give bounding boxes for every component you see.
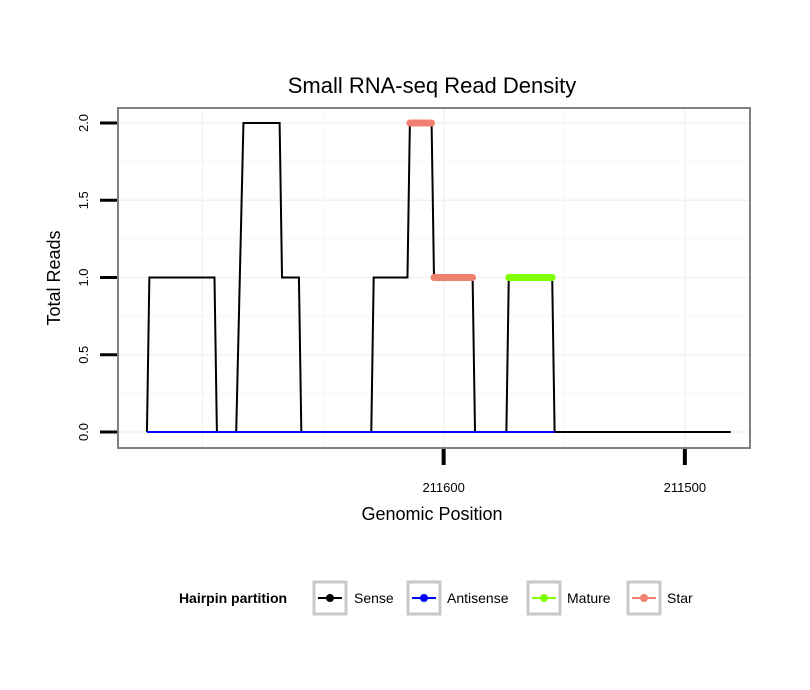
x-tick-label: 211600	[422, 480, 464, 495]
y-tick-label: 0.5	[76, 346, 91, 364]
x-axis: 211600 211500	[422, 449, 706, 495]
chart-title: Small RNA-seq Read Density	[288, 73, 577, 98]
legend-entry-label: Star	[667, 590, 693, 606]
legend-key-point	[540, 594, 548, 602]
legend-entry-label: Antisense	[447, 590, 509, 606]
legend-key-point	[420, 594, 428, 602]
x-axis-label: Genomic Position	[361, 504, 502, 524]
legend: Hairpin partition Sense Antisense Mature St…	[179, 580, 693, 616]
legend-key-point	[640, 594, 648, 602]
series-layer	[145, 119, 731, 433]
y-tick-label: 1.0	[76, 268, 91, 286]
y-tick-label: 2.0	[76, 114, 91, 132]
y-axis-label: Total Reads	[44, 230, 64, 325]
legend-entry-label: Sense	[354, 590, 394, 606]
x-tick-label: 211500	[664, 480, 706, 495]
legend-key-point	[326, 594, 334, 602]
legend-entry-label: Mature	[567, 590, 611, 606]
y-tick-label: 0.0	[76, 423, 91, 441]
legend-title: Hairpin partition	[179, 590, 287, 606]
y-tick-label: 1.5	[76, 191, 91, 209]
y-axis: 0.0 0.5 1.0 1.5 2.0	[76, 114, 117, 441]
